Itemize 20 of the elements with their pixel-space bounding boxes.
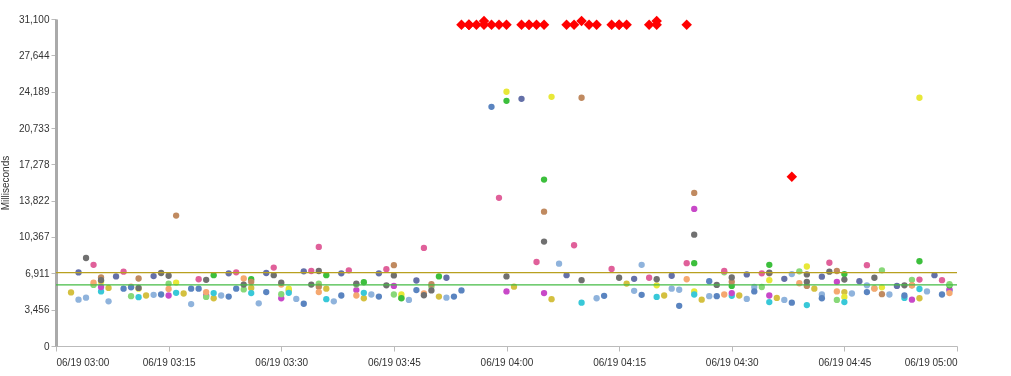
x-tick-label: 06/19 03:00: [56, 356, 110, 368]
x-tick-label: 06/19 03:45: [367, 356, 422, 368]
y-tick-label: 31,100: [18, 13, 50, 25]
x-tick-label: 06/19 04:15: [593, 356, 647, 368]
y-tick-label: 6,911: [25, 267, 50, 279]
x-tick-label: 06/19 03:15: [142, 356, 196, 368]
y-tick-label: 20,733: [18, 122, 50, 134]
y-tick-label: 27,644: [18, 49, 50, 61]
x-tick-label: 06/19 05:00: [904, 356, 958, 368]
y-tick-label: 17,278: [18, 158, 50, 170]
x-tick-label: 06/19 03:30: [255, 356, 309, 368]
y-tick-label: 0: [43, 340, 50, 352]
x-tick-label: 06/19 04:30: [705, 356, 760, 368]
y-tick-label: 3,456: [24, 304, 50, 316]
y-axis-title: Milliseconds: [0, 155, 11, 211]
x-tick-label: 06/19 04:45: [818, 356, 872, 368]
y-tick-label: 24,189: [18, 86, 50, 98]
y-tick-label: 13,822: [18, 195, 50, 207]
x-tick-label: 06/19 04:00: [480, 356, 534, 368]
y-tick-label: 10,367: [18, 231, 50, 243]
